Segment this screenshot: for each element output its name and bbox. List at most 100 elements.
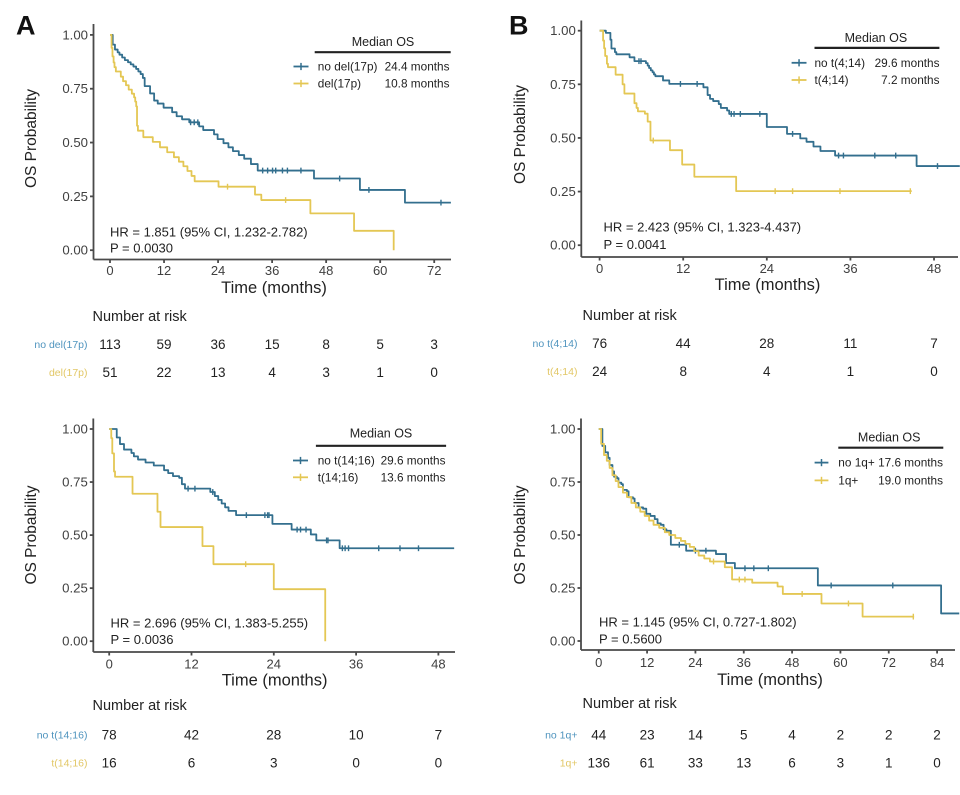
svg-text:A: A: [16, 11, 36, 41]
svg-text:3: 3: [322, 365, 330, 380]
svg-text:61: 61: [640, 756, 655, 771]
svg-text:no del(17p): no del(17p): [34, 339, 87, 351]
svg-text:Median OS: Median OS: [350, 427, 413, 441]
svg-text:t(14;16): t(14;16): [51, 758, 87, 770]
svg-text:0: 0: [930, 364, 938, 379]
svg-text:1: 1: [847, 364, 855, 379]
svg-text:48: 48: [785, 655, 799, 670]
svg-text:0.75: 0.75: [550, 77, 576, 92]
svg-text:6: 6: [188, 756, 196, 771]
svg-text:no 1q+: no 1q+: [838, 456, 875, 470]
svg-text:36: 36: [349, 657, 363, 672]
svg-text:0: 0: [430, 365, 438, 380]
svg-text:0: 0: [106, 657, 113, 672]
svg-text:Time (months): Time (months): [715, 276, 821, 294]
svg-text:3: 3: [837, 756, 845, 771]
svg-text:24: 24: [760, 261, 774, 276]
svg-text:113: 113: [99, 337, 121, 352]
svg-text:OS Probability: OS Probability: [23, 89, 40, 188]
svg-text:2: 2: [885, 728, 893, 743]
svg-text:1.00: 1.00: [550, 23, 576, 38]
svg-text:10.8 months: 10.8 months: [385, 77, 450, 91]
svg-text:no del(17p): no del(17p): [318, 60, 378, 74]
svg-text:HR = 2.423 (95% CI, 1.323-4.43: HR = 2.423 (95% CI, 1.323-4.437): [604, 220, 802, 235]
svg-text:no t(14;16): no t(14;16): [318, 454, 375, 468]
svg-text:4: 4: [788, 728, 796, 743]
svg-text:84: 84: [930, 655, 944, 670]
svg-text:0.50: 0.50: [550, 528, 576, 543]
svg-text:P = 0.0036: P = 0.0036: [111, 632, 174, 647]
svg-text:0.25: 0.25: [62, 189, 88, 204]
svg-text:OS Probability: OS Probability: [512, 85, 529, 184]
svg-text:5: 5: [376, 337, 384, 352]
svg-text:24: 24: [688, 655, 702, 670]
svg-text:0.25: 0.25: [62, 581, 88, 596]
svg-text:no 1q+: no 1q+: [545, 730, 577, 742]
svg-text:60: 60: [833, 655, 847, 670]
svg-text:2: 2: [837, 728, 845, 743]
svg-text:44: 44: [676, 336, 692, 351]
svg-text:1.00: 1.00: [62, 27, 88, 42]
svg-text:Median OS: Median OS: [352, 35, 415, 49]
svg-text:8: 8: [322, 337, 330, 352]
svg-text:0.00: 0.00: [550, 238, 576, 253]
svg-text:B: B: [509, 11, 529, 41]
svg-text:24: 24: [211, 263, 225, 278]
svg-text:42: 42: [184, 728, 199, 743]
svg-text:4: 4: [763, 364, 771, 379]
svg-text:0.50: 0.50: [62, 528, 88, 543]
svg-text:6: 6: [788, 756, 796, 771]
svg-text:t(4;14): t(4;14): [815, 73, 849, 87]
svg-text:1: 1: [885, 756, 893, 771]
svg-text:Number at risk: Number at risk: [583, 308, 678, 324]
svg-text:48: 48: [319, 263, 333, 278]
svg-text:0.25: 0.25: [550, 184, 576, 199]
svg-text:P = 0.0041: P = 0.0041: [604, 237, 667, 252]
svg-text:36: 36: [211, 337, 226, 352]
svg-text:60: 60: [373, 263, 387, 278]
svg-text:136: 136: [587, 756, 610, 771]
svg-text:Median OS: Median OS: [845, 31, 908, 45]
svg-text:7: 7: [930, 336, 938, 351]
svg-text:1.00: 1.00: [62, 422, 88, 437]
svg-text:HR = 2.696 (95% CI, 1.383-5.25: HR = 2.696 (95% CI, 1.383-5.255): [111, 616, 309, 631]
svg-text:Time (months): Time (months): [222, 672, 328, 690]
svg-text:0.50: 0.50: [550, 130, 576, 145]
svg-text:0: 0: [595, 655, 602, 670]
svg-text:0: 0: [435, 756, 443, 771]
svg-text:36: 36: [843, 261, 857, 276]
svg-text:0: 0: [933, 756, 941, 771]
svg-text:P = 0.0030: P = 0.0030: [110, 241, 173, 256]
svg-text:12: 12: [640, 655, 654, 670]
svg-text:36: 36: [265, 263, 279, 278]
svg-text:76: 76: [592, 336, 607, 351]
svg-text:16: 16: [102, 756, 117, 771]
svg-text:78: 78: [102, 728, 117, 743]
svg-text:5: 5: [740, 728, 748, 743]
svg-text:Median OS: Median OS: [858, 430, 921, 444]
svg-text:48: 48: [431, 657, 445, 672]
svg-text:13: 13: [736, 756, 751, 771]
svg-text:0.50: 0.50: [62, 135, 88, 150]
svg-text:10: 10: [349, 728, 364, 743]
svg-text:7.2 months: 7.2 months: [881, 73, 939, 87]
svg-text:51: 51: [102, 365, 117, 380]
svg-text:no t(14;16): no t(14;16): [37, 730, 88, 742]
svg-text:24: 24: [267, 657, 281, 672]
svg-text:15: 15: [265, 337, 280, 352]
svg-text:Time (months): Time (months): [221, 279, 327, 297]
svg-text:12: 12: [676, 261, 690, 276]
svg-text:0: 0: [352, 756, 360, 771]
svg-text:12: 12: [184, 657, 198, 672]
svg-text:0.25: 0.25: [550, 581, 576, 596]
svg-text:del(17p): del(17p): [49, 367, 88, 379]
svg-text:P = 0.5600: P = 0.5600: [599, 632, 662, 647]
svg-text:1: 1: [376, 365, 384, 380]
svg-text:36: 36: [737, 655, 751, 670]
svg-text:0: 0: [106, 263, 113, 278]
svg-text:72: 72: [882, 655, 896, 670]
svg-text:t(4;14): t(4;14): [547, 366, 577, 378]
svg-text:59: 59: [157, 337, 172, 352]
svg-text:44: 44: [591, 728, 607, 743]
svg-text:HR = 1.851 (95% CI, 1.232-2.78: HR = 1.851 (95% CI, 1.232-2.782): [110, 225, 308, 240]
